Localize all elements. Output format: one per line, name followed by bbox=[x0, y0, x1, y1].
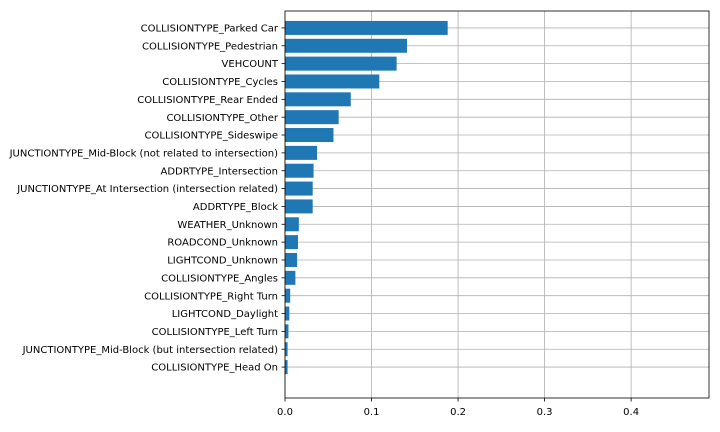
x-tick-label: 0.3 bbox=[537, 407, 553, 418]
y-tick-label: COLLISIONTYPE_Right Turn bbox=[144, 291, 278, 302]
y-tick-label: COLLISIONTYPE_Angles bbox=[161, 273, 278, 284]
y-tick-label: LIGHTCOND_Daylight bbox=[172, 309, 278, 320]
bar bbox=[285, 252, 298, 267]
x-tick-label: 0.0 bbox=[277, 407, 293, 418]
y-tick-label: LIGHTCOND_Unknown bbox=[167, 256, 278, 267]
y-tick-label: COLLISIONTYPE_Parked Car bbox=[141, 24, 279, 35]
x-tick-label: 0.1 bbox=[364, 407, 380, 418]
y-tick-label: ADDRTYPE_Intersection bbox=[160, 166, 278, 177]
plot-frame bbox=[284, 10, 710, 399]
y-tick-label: COLLISIONTYPE_Cycles bbox=[162, 77, 278, 88]
bar bbox=[285, 74, 380, 89]
bar bbox=[285, 145, 318, 160]
x-tick-label: 0.2 bbox=[450, 407, 466, 418]
x-tick-label: 0.4 bbox=[623, 407, 639, 418]
y-tick-label: COLLISIONTYPE_Left Turn bbox=[152, 327, 278, 338]
bar bbox=[285, 235, 298, 250]
bar bbox=[285, 342, 288, 357]
bar bbox=[285, 128, 334, 143]
y-tick-label: WEATHER_Unknown bbox=[177, 220, 278, 231]
bar bbox=[285, 306, 290, 321]
y-tick-label: JUNCTIONTYPE_Mid-Block (but intersection… bbox=[22, 345, 278, 356]
y-tick-label: COLLISIONTYPE_Other bbox=[166, 113, 278, 124]
bar bbox=[285, 270, 296, 285]
y-tick-label: ROADCOND_Unknown bbox=[167, 238, 278, 249]
bar bbox=[285, 199, 313, 214]
bar bbox=[285, 20, 448, 35]
y-tick-label: ADDRTYPE_Block bbox=[193, 202, 278, 213]
bar bbox=[285, 56, 397, 71]
bars-layer bbox=[285, 20, 448, 375]
y-ticks-layer: COLLISIONTYPE_Parked Car COLLISIONTYPE_Pe… bbox=[9, 24, 285, 374]
y-tick-label: JUNCTIONTYPE_Mid-Block (not related to i… bbox=[9, 148, 278, 159]
bar bbox=[285, 288, 291, 303]
axes-layer bbox=[284, 10, 710, 399]
bar bbox=[285, 38, 408, 53]
y-tick-label: COLLISIONTYPE_Sideswipe bbox=[145, 131, 278, 142]
y-tick-label: COLLISIONTYPE_Head On bbox=[151, 363, 278, 374]
y-tick-label: COLLISIONTYPE_Pedestrian bbox=[142, 41, 278, 52]
y-tick-label: VEHCOUNT bbox=[222, 59, 279, 70]
bar bbox=[285, 92, 351, 107]
y-tick-label: JUNCTIONTYPE_At Intersection (intersecti… bbox=[16, 184, 278, 195]
y-tick-label: COLLISIONTYPE_Rear Ended bbox=[137, 95, 278, 106]
bar bbox=[285, 181, 313, 196]
bar bbox=[285, 110, 339, 125]
bar bbox=[285, 163, 314, 178]
bar bbox=[285, 217, 299, 232]
bar bbox=[285, 324, 289, 339]
bar bbox=[285, 360, 288, 375]
x-ticks-layer: 0.0 0.1 0.2 0.3 0.4 bbox=[277, 398, 639, 418]
